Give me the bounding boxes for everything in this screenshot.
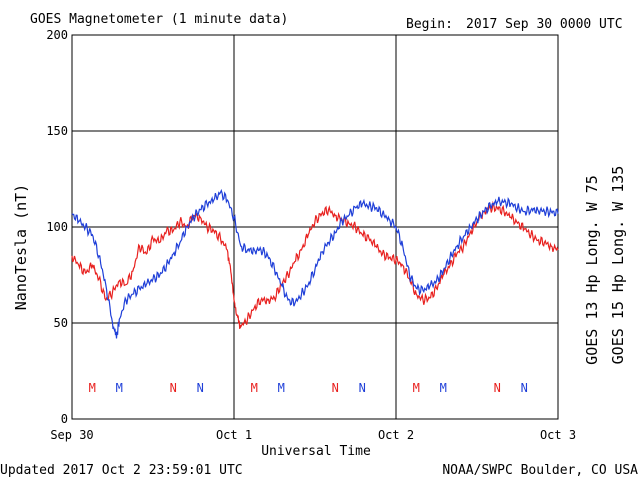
noon-marker: N [359, 381, 366, 395]
y-axis-ticks: 0 50 100 150 200 [46, 28, 68, 426]
begin-value: 2017 Sep 30 0000 UTC [466, 17, 623, 32]
source-text: NOAA/SWPC Boulder, CO USA [442, 463, 638, 478]
y-tick-label: 200 [46, 28, 68, 42]
begin-label: Begin: [406, 17, 453, 32]
noon-marker: N [521, 381, 528, 395]
midnight-marker: M [89, 381, 96, 395]
x-tick-label: Oct 2 [378, 428, 414, 442]
midnight-marker: M [440, 381, 447, 395]
midnight-marker: M [413, 381, 420, 395]
noon-marker: N [197, 381, 204, 395]
y-axis-label: NanoTesla (nT) [12, 184, 30, 310]
noon-marker: N [332, 381, 339, 395]
y-tick-label: 150 [46, 124, 68, 138]
legend-blue-series: GOES 15 Hp Long. W 135 [609, 166, 627, 365]
midnight-marker: M [278, 381, 285, 395]
x-axis-ticks: Sep 30 Oct 1 Oct 2 Oct 3 [50, 428, 576, 442]
x-tick-label: Sep 30 [50, 428, 93, 442]
noon-marker: N [170, 381, 177, 395]
y-tick-label: 0 [61, 412, 68, 426]
midnight-marker: M [116, 381, 123, 395]
y-tick-label: 50 [54, 316, 68, 330]
x-tick-label: Oct 1 [216, 428, 252, 442]
x-tick-label: Oct 3 [540, 428, 576, 442]
series-lines [71, 188, 559, 339]
legend-red-series: GOES 13 Hp Long. W 75 [583, 175, 601, 365]
y-tick-label: 100 [46, 220, 68, 234]
grid-lines [72, 35, 558, 419]
updated-text: Updated 2017 Oct 2 23:59:01 UTC [0, 463, 243, 478]
chart-title: GOES Magnetometer (1 minute data) [30, 12, 288, 27]
goes15-series-line [71, 188, 559, 339]
noon-marker: N [494, 381, 501, 395]
x-axis-label: Universal Time [261, 444, 371, 459]
midnight-marker: M [251, 381, 258, 395]
